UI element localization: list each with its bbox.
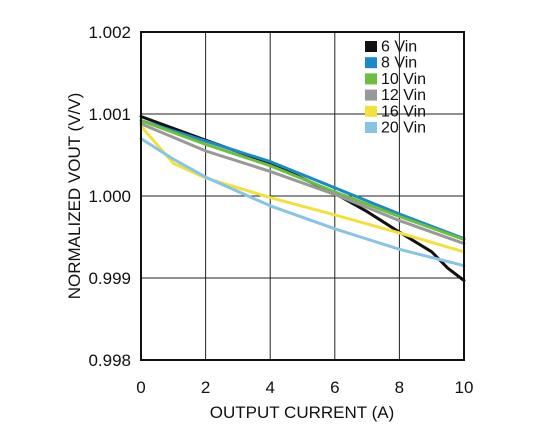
- x-tick-label-4: 8: [395, 378, 404, 397]
- legend-swatch-6-vin: [365, 41, 377, 52]
- series-line-12-vin: [139, 122, 466, 246]
- x-tick-label-2: 4: [265, 378, 274, 397]
- y-tick-labels: 0.998 0.999 1.000 1.001 1.002: [88, 23, 131, 370]
- y-axis-label: NORMALIZED VOUT (V/V): [65, 93, 84, 300]
- legend-swatch-8-vin: [365, 57, 377, 69]
- series-line-8-vin: [139, 119, 466, 241]
- series-lines: [139, 115, 466, 282]
- legend-label-6-vin: 6 Vin: [381, 39, 417, 56]
- x-tick-labels: 0 2 4 6 8 10: [136, 378, 473, 397]
- series-line-16-vin: [139, 124, 466, 254]
- x-tick-label-0: 0: [136, 378, 145, 397]
- legend-swatch-20-vin: [365, 122, 377, 133]
- y-tick-label-4: 1.002: [88, 23, 131, 42]
- x-tick-label-5: 10: [455, 378, 474, 397]
- legend-label-16-vin: 16 Vin: [381, 103, 426, 120]
- y-tick-label-1: 0.999: [88, 269, 131, 288]
- y-tick-label-3: 1.001: [88, 105, 131, 124]
- x-tick-label-1: 2: [201, 378, 210, 397]
- legend-label-12-vin: 12 Vin: [381, 87, 426, 104]
- y-tick-label-0: 0.998: [88, 351, 131, 370]
- x-tick-label-3: 6: [330, 378, 339, 397]
- plot-frame: [140, 31, 465, 361]
- legend-swatch-12-vin: [365, 89, 377, 101]
- y-tick-label-2: 1.000: [88, 187, 131, 206]
- legend-label-20-vin: 20 Vin: [381, 120, 426, 137]
- series-line-10-vin: [139, 119, 466, 241]
- legend-label-8-vin: 8 Vin: [381, 55, 417, 72]
- legend-swatch-10-vin: [365, 73, 377, 85]
- x-axis-label: OUTPUT CURRENT (A): [210, 403, 395, 422]
- legend-label-10-vin: 10 Vin: [381, 71, 426, 88]
- legend-swatch-16-vin: [365, 105, 377, 117]
- series-line-20-vin: [139, 137, 466, 268]
